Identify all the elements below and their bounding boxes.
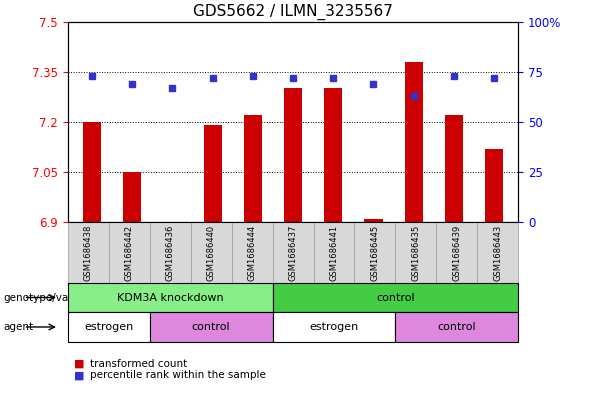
Text: percentile rank within the sample: percentile rank within the sample: [90, 370, 266, 380]
Text: agent: agent: [3, 322, 33, 332]
Text: estrogen: estrogen: [84, 322, 133, 332]
Text: genotype/variation: genotype/variation: [3, 293, 102, 303]
Text: GSM1686438: GSM1686438: [84, 224, 92, 281]
Bar: [485, 149, 503, 222]
Text: GSM1686435: GSM1686435: [411, 224, 421, 281]
Text: ■: ■: [74, 358, 84, 369]
Text: transformed count: transformed count: [90, 358, 187, 369]
Text: GSM1686445: GSM1686445: [370, 224, 379, 281]
Bar: [284, 88, 302, 222]
Text: GSM1686443: GSM1686443: [494, 224, 502, 281]
Bar: [365, 219, 382, 222]
Text: GSM1686444: GSM1686444: [247, 224, 257, 281]
Text: KDM3A knockdown: KDM3A knockdown: [117, 293, 223, 303]
Bar: [123, 172, 141, 222]
Text: GSM1686436: GSM1686436: [166, 224, 175, 281]
Text: GSM1686442: GSM1686442: [125, 224, 134, 281]
Text: GSM1686441: GSM1686441: [329, 224, 339, 281]
Text: control: control: [192, 322, 230, 332]
Bar: [324, 88, 342, 222]
Text: GSM1686437: GSM1686437: [289, 224, 297, 281]
Bar: [83, 122, 101, 222]
Bar: [204, 125, 221, 222]
Text: GSM1686439: GSM1686439: [452, 224, 461, 281]
Text: ■: ■: [74, 370, 84, 380]
Title: GDS5662 / ILMN_3235567: GDS5662 / ILMN_3235567: [193, 4, 393, 20]
Bar: [244, 115, 262, 222]
Bar: [445, 115, 463, 222]
Text: control: control: [438, 322, 476, 332]
Bar: [405, 62, 423, 222]
Text: GSM1686440: GSM1686440: [207, 224, 216, 281]
Text: control: control: [376, 293, 415, 303]
Text: estrogen: estrogen: [309, 322, 359, 332]
